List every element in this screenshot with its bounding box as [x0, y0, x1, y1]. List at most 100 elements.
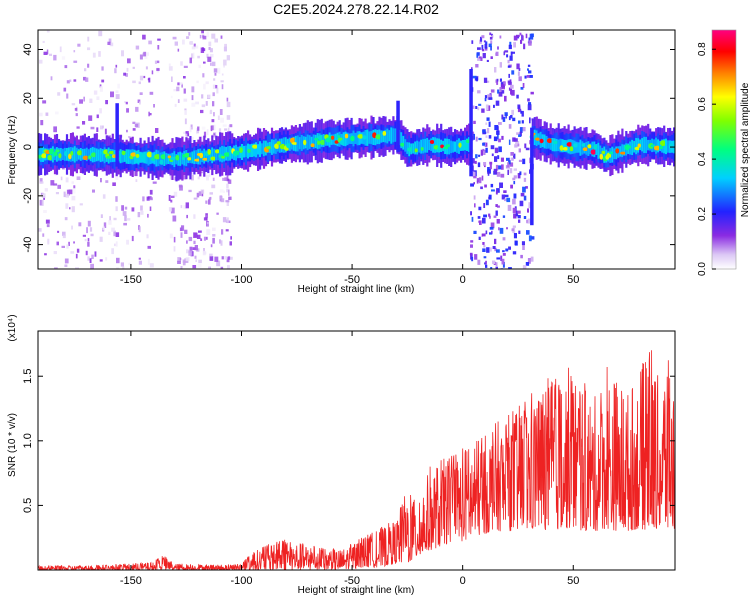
noise-speckle [518, 230, 521, 234]
noise-speckle [480, 149, 483, 156]
noise-speckle [193, 43, 196, 48]
ridge-cell [308, 135, 311, 149]
ridge-cell [450, 140, 453, 154]
noise-speckle [513, 35, 518, 41]
noise-speckle [68, 241, 70, 246]
noise-speckle [510, 84, 514, 89]
noise-speckle [170, 195, 175, 198]
noise-speckle [508, 73, 510, 78]
ridge-cell [663, 139, 666, 154]
ridge-cell [563, 140, 566, 152]
noise-speckle [197, 176, 200, 180]
ridge-cell [661, 139, 664, 153]
ridge-cell [354, 132, 357, 144]
noise-speckle [518, 120, 521, 124]
noise-speckle [494, 247, 497, 252]
ridge-peak [223, 152, 231, 157]
noise-speckle [149, 189, 153, 195]
noise-speckle [172, 36, 177, 40]
ridge-cell [109, 149, 112, 163]
noise-speckle [517, 143, 520, 147]
noise-speckle [471, 158, 475, 164]
ridge-peak [375, 134, 382, 140]
noise-speckle [473, 120, 476, 124]
noise-speckle [504, 198, 508, 202]
ridge-cell [127, 149, 130, 164]
noise-speckle [487, 171, 490, 176]
noise-speckle [226, 101, 231, 108]
noise-speckle [145, 66, 148, 70]
ridge-cell [557, 139, 560, 152]
noise-speckle [509, 55, 513, 61]
noise-speckle [224, 128, 228, 131]
noise-speckle [128, 136, 131, 139]
noise-speckle [483, 162, 487, 166]
noise-speckle [489, 247, 492, 252]
noise-speckle [191, 53, 194, 59]
noise-speckle [188, 250, 193, 256]
noise-speckle [522, 265, 527, 269]
noise-speckle [206, 53, 209, 59]
ridge-cell [438, 138, 441, 153]
noise-speckle [490, 183, 494, 188]
noise-speckle [513, 153, 516, 159]
noise-speckle [226, 175, 229, 182]
ridge-peak [465, 139, 471, 144]
noise-speckle [473, 176, 477, 179]
noise-speckle [149, 263, 154, 268]
figure-title: C2E5.2024.278.22.14.R02 [273, 1, 439, 17]
noise-speckle [64, 217, 68, 221]
noise-speckle [114, 243, 116, 247]
noise-band [469, 32, 535, 269]
noise-speckle [42, 40, 45, 43]
noise-speckle [87, 220, 91, 227]
noise-speckle [504, 112, 508, 116]
noise-speckle [489, 215, 491, 219]
noise-speckle [472, 171, 475, 177]
ridge-peak [535, 137, 541, 141]
ridge-cell [603, 146, 606, 163]
noise-speckle [87, 63, 90, 68]
ridge-cell [641, 138, 644, 152]
noise-speckle [493, 104, 495, 108]
noise-speckle [528, 70, 532, 74]
noise-speckle [510, 89, 512, 95]
noise-speckle [75, 267, 79, 269]
noise-speckle [186, 249, 189, 254]
ridge-peak [109, 150, 115, 155]
noise-speckle [521, 34, 523, 41]
ridge-cell [334, 133, 337, 146]
noise-speckle [485, 199, 489, 206]
noise-speckle [193, 232, 197, 238]
noise-speckle [213, 68, 218, 73]
noise-speckle [101, 66, 104, 71]
noise-speckle [180, 205, 183, 209]
ridge-cell [613, 148, 616, 160]
ridge-cell [312, 134, 315, 149]
x-tick-label: -100 [230, 274, 252, 286]
ridge-cell [428, 139, 431, 151]
noise-speckle [191, 174, 194, 181]
noise-speckle [73, 241, 75, 244]
noise-speckle [225, 229, 229, 232]
ridge-cell [414, 141, 417, 155]
noise-speckle [83, 76, 87, 81]
colorbar-tick-label: 0.6 [697, 97, 708, 111]
ridge-peak [445, 144, 451, 148]
colorbar-tick-label: 0.2 [697, 207, 708, 221]
noise-speckle [490, 267, 493, 269]
noise-speckle [73, 60, 78, 63]
noise-speckle [155, 128, 159, 133]
noise-speckle [39, 112, 43, 117]
ridge-peak [286, 143, 292, 149]
noise-speckle [76, 126, 80, 129]
ridge-peak [587, 144, 592, 149]
ridge-peak [420, 147, 424, 151]
ridge-peak [303, 139, 307, 146]
ridge-cell [344, 131, 347, 147]
noise-speckle [489, 36, 493, 40]
snr-panel: -150 -100 -50 0 50 0.5 1.0 1.5 Height of strai… [7, 314, 676, 596]
noise-speckle [201, 94, 204, 99]
ridge-peak [318, 135, 324, 141]
noise-speckle [61, 245, 65, 248]
